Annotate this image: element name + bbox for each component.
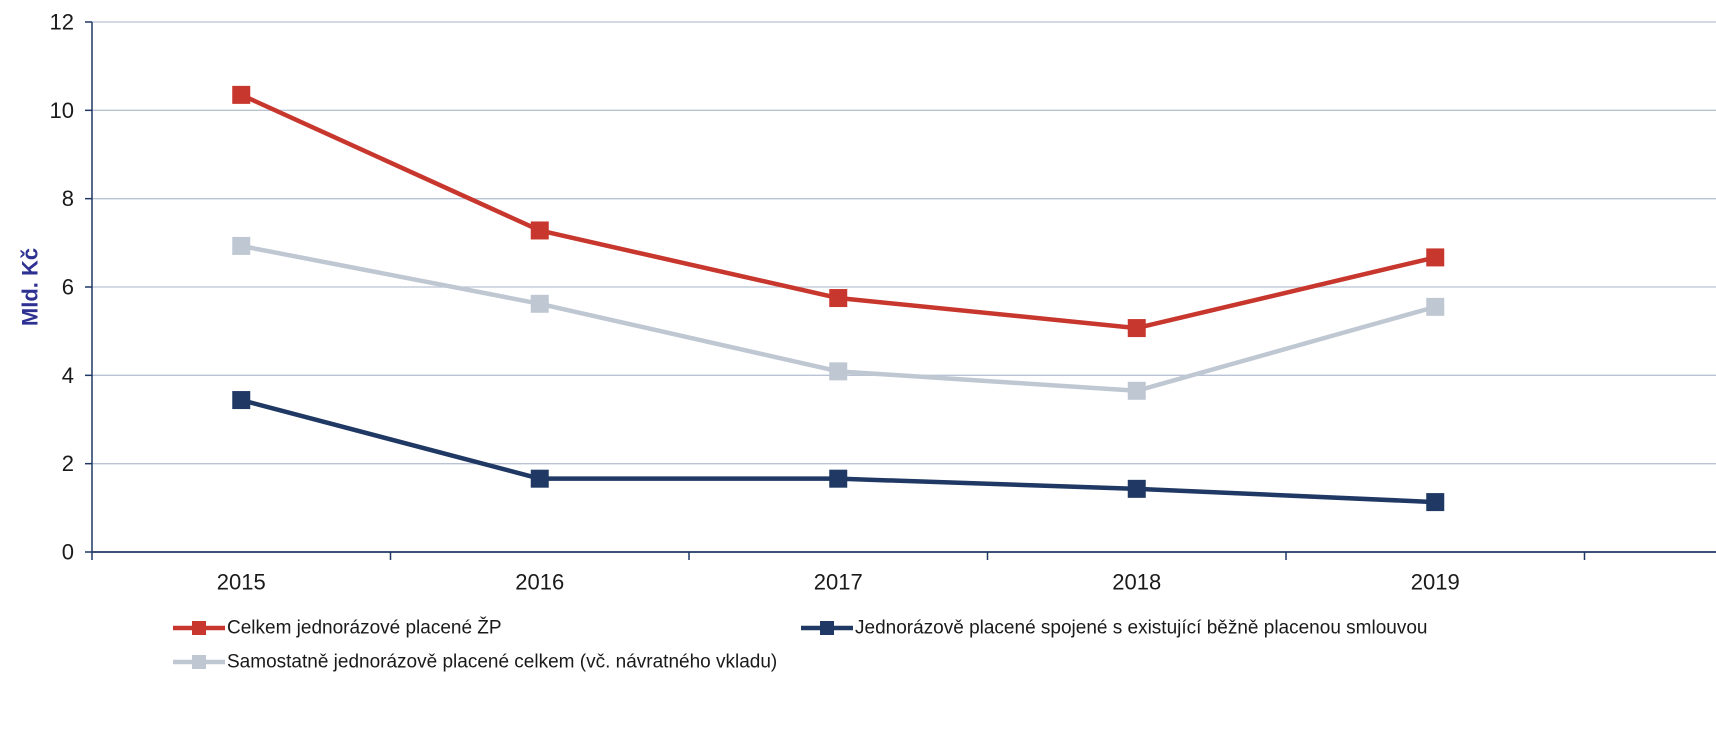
x-tick-label: 2015: [217, 570, 266, 595]
series-1: [232, 391, 1445, 512]
legend-item: Samostatně jednorázově placené celkem (v…: [173, 652, 777, 673]
data-point-marker: [1426, 297, 1445, 316]
y-tick-label: 6: [62, 275, 74, 300]
data-point-marker: [530, 221, 549, 240]
x-tick-label: 2016: [515, 570, 564, 595]
legend-label: Jednorázově placené spojené s existující…: [855, 618, 1427, 639]
legend-item: Jednorázově placené spojené s existující…: [801, 618, 1427, 639]
series-0: [232, 85, 1445, 338]
y-tick-label: 12: [50, 10, 74, 35]
data-point-marker: [829, 469, 848, 488]
y-tick-label: 2: [62, 451, 74, 476]
y-tick-label: 4: [62, 363, 74, 388]
y-tick-label: 0: [62, 540, 74, 565]
data-point-marker: [1426, 493, 1445, 512]
data-point-marker: [530, 469, 549, 488]
axes: [91, 22, 1716, 553]
data-point-marker: [1426, 248, 1445, 267]
data-point-marker: [530, 294, 549, 313]
legend-marker: [192, 621, 206, 635]
data-point-marker: [829, 289, 848, 308]
series-layer: [232, 85, 1445, 512]
gridlines: [92, 21, 1716, 465]
legend-marker: [192, 655, 206, 669]
y-axis-label: Mld. Kč: [18, 248, 43, 326]
legend-marker: [820, 621, 834, 635]
legend: Celkem jednorázové placené ŽP Jednorázově…: [173, 617, 1427, 673]
legend-label: Samostatně jednorázově placené celkem (v…: [227, 652, 777, 673]
data-point-marker: [232, 85, 251, 104]
x-tick-label: 2018: [1112, 570, 1161, 595]
data-point-marker: [1127, 319, 1146, 338]
y-tick-label: 10: [50, 98, 74, 123]
x-tick-label: 2019: [1411, 570, 1460, 595]
y-tick-label: 8: [62, 186, 74, 211]
data-point-marker: [232, 236, 251, 255]
x-tick-label: 2017: [814, 570, 863, 595]
x-axis-ticks: 2015 2016 2017 2018 2019: [91, 552, 1586, 595]
data-point-marker: [1127, 381, 1146, 400]
y-axis-ticks: 0 2 4 6 8 10 12: [50, 10, 92, 565]
legend-item: Celkem jednorázové placené ŽP: [173, 617, 502, 639]
legend-label: Celkem jednorázové placené ŽP: [227, 617, 502, 639]
series-2: [232, 236, 1445, 400]
data-point-marker: [1127, 479, 1146, 498]
data-point-marker: [232, 391, 251, 410]
data-point-marker: [829, 362, 848, 381]
